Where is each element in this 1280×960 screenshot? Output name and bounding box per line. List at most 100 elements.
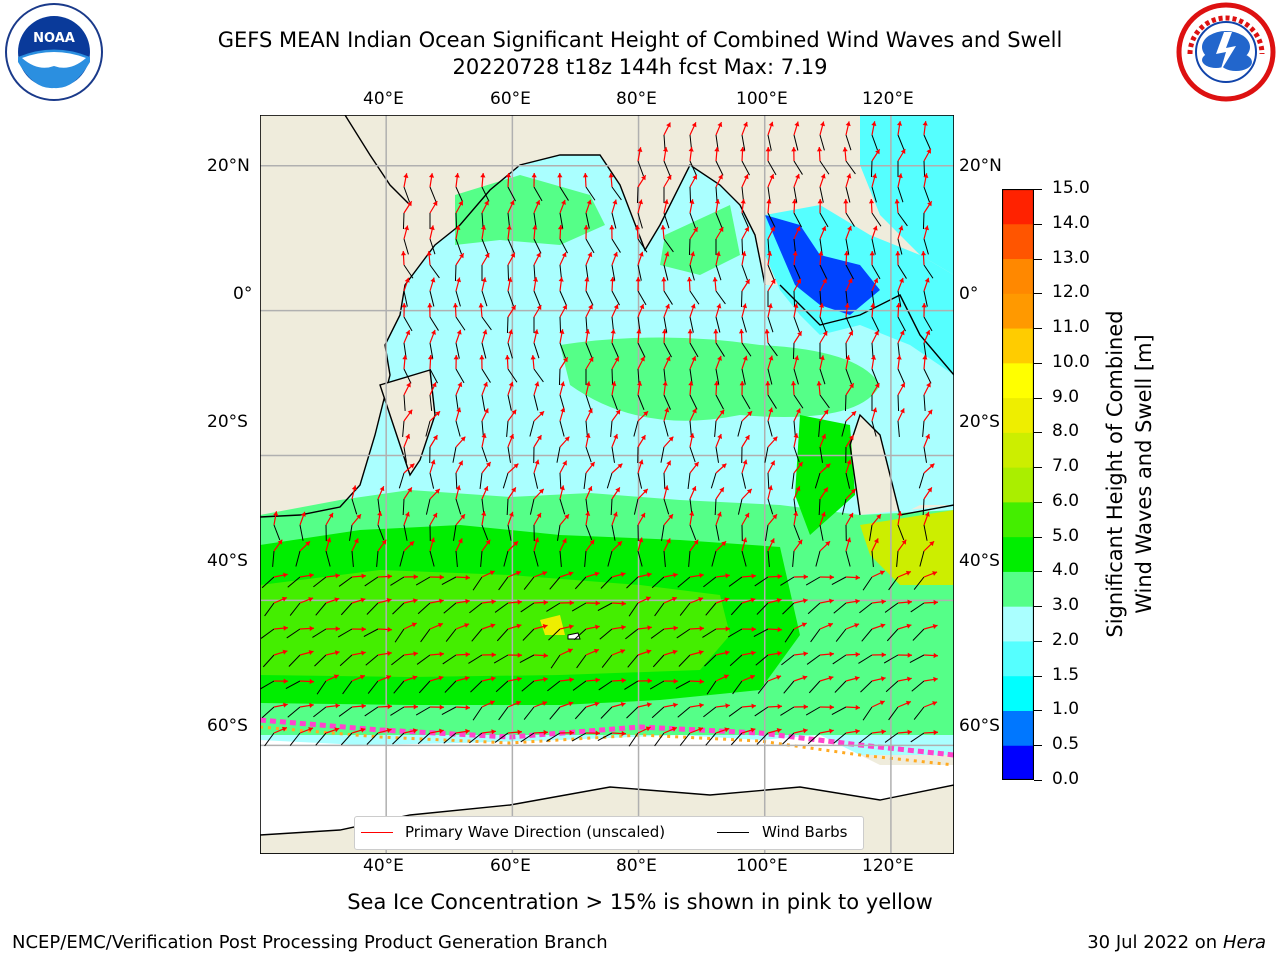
wind-barb: [338, 576, 353, 587]
wave-direction-arrowhead: [507, 277, 513, 282]
wave-direction-arrowhead: [689, 433, 695, 439]
wind-barb: [767, 498, 774, 515]
wave-direction-arrowhead: [795, 173, 800, 179]
wave-direction-arrowhead: [281, 726, 287, 732]
wind-barb: [264, 602, 275, 617]
wind-barb: [741, 134, 746, 151]
wind-barb: [365, 654, 379, 666]
wave-direction-arrowhead: [456, 329, 462, 335]
wave-direction-arrowhead: [587, 486, 593, 492]
wind-barb: [637, 238, 648, 253]
wave-direction-arrowhead: [609, 225, 615, 230]
wave-direction-arrowhead: [797, 331, 802, 337]
wave-band-pacific: [860, 115, 954, 275]
wave-direction-arrowhead: [634, 225, 641, 230]
colorbar-swatch: [1002, 293, 1034, 329]
wave-direction-arrowhead: [353, 538, 359, 544]
wave-direction-arrowhead: [925, 434, 931, 439]
wind-barb: [831, 706, 847, 715]
wind-barb: [264, 732, 275, 747]
wind-barb: [688, 550, 691, 567]
wind-barb: [519, 654, 535, 663]
wave-direction-arrowhead: [400, 251, 407, 256]
wind-barb: [689, 446, 696, 463]
wave-direction-arrowhead: [843, 199, 849, 204]
wind-barb: [871, 212, 882, 227]
wave-direction-arrowhead: [816, 381, 822, 386]
wave-direction-arrowhead: [668, 514, 673, 520]
colorbar-tick-mark: [1034, 571, 1042, 573]
wind-barb: [689, 420, 692, 437]
wind-barb: [923, 524, 928, 541]
wave-direction-arrowhead: [465, 598, 470, 605]
wind-barb: [841, 420, 847, 437]
wave-direction-arrowhead: [637, 147, 643, 152]
wave-direction-arrowhead: [740, 199, 746, 204]
wind-barb: [289, 732, 301, 746]
wave-direction-arrowhead: [481, 277, 487, 283]
wind-barb: [845, 550, 851, 567]
wind-barb: [767, 316, 774, 333]
colorbar-swatch: [1002, 258, 1034, 294]
wind-barb: [607, 550, 613, 567]
wind-barb: [869, 524, 873, 541]
wind-barb: [441, 576, 457, 585]
wave-direction-arrowhead: [515, 700, 521, 706]
wave-direction-arrowhead: [595, 624, 600, 630]
wind-barb: [556, 446, 561, 463]
wind-barb: [402, 212, 405, 230]
wind-barb: [288, 654, 301, 667]
wave-direction-arrowhead: [561, 252, 567, 258]
wave-direction-arrowhead: [543, 652, 548, 659]
wind-barb: [471, 628, 483, 642]
wind-barb: [481, 342, 487, 359]
wind-barb: [366, 732, 379, 745]
wind-barb: [815, 550, 821, 567]
wind-barb: [663, 342, 672, 358]
gridlines: [260, 115, 954, 854]
wind-barb: [481, 420, 484, 437]
wind-barb: [533, 342, 540, 359]
wind-barb: [523, 576, 535, 590]
wave-direction-arrowhead: [794, 121, 800, 127]
wind-barb: [572, 680, 587, 691]
wind-barb: [741, 212, 749, 228]
wave-direction-arrowhead: [767, 303, 773, 309]
colorbar-swatch: [1002, 571, 1034, 607]
wave-direction-arrowhead: [621, 624, 626, 631]
wave-direction-arrowhead: [739, 381, 745, 386]
wave-direction-arrowhead: [846, 173, 852, 179]
colorbar-swatch: [1002, 501, 1034, 538]
wind-barb: [663, 134, 666, 151]
wave-direction-arrowhead: [635, 277, 641, 282]
wave-direction-arrowhead: [335, 626, 340, 632]
wave-direction-arrowhead: [569, 600, 574, 606]
wave-direction-arrowhead: [662, 381, 668, 386]
wind-barb: [574, 576, 587, 590]
wind-barb: [651, 706, 665, 719]
wind-barb: [550, 654, 561, 669]
sea-ice-edge-yellow: [259, 725, 955, 767]
wave-direction-arrowhead: [534, 459, 540, 465]
wind-barb: [728, 706, 743, 717]
wind-barb: [455, 394, 459, 411]
wave-direction-arrowhead: [431, 382, 437, 388]
wind-barb: [287, 706, 301, 718]
lon-label-top-120e: 120°E: [862, 89, 914, 109]
wave-direction-arrowhead: [880, 676, 886, 682]
wind-barb: [715, 368, 720, 385]
wind-barb: [637, 394, 645, 411]
wave-direction-arrowhead: [776, 597, 782, 603]
wave-direction-arrowhead: [932, 571, 938, 576]
wave-direction-arrowhead: [513, 463, 519, 469]
wave-direction-arrowhead: [584, 329, 591, 334]
wind-barb: [729, 654, 743, 667]
wave-direction-arrowhead: [465, 574, 470, 581]
wave-direction-arrowhead: [848, 512, 854, 518]
wave-direction-arrowhead: [647, 625, 652, 631]
wind-barb: [923, 264, 934, 279]
wind-barb: [651, 576, 665, 589]
wave-direction-arrowhead: [777, 650, 782, 657]
wind-barb: [923, 446, 928, 463]
wind-barb: [767, 368, 773, 385]
